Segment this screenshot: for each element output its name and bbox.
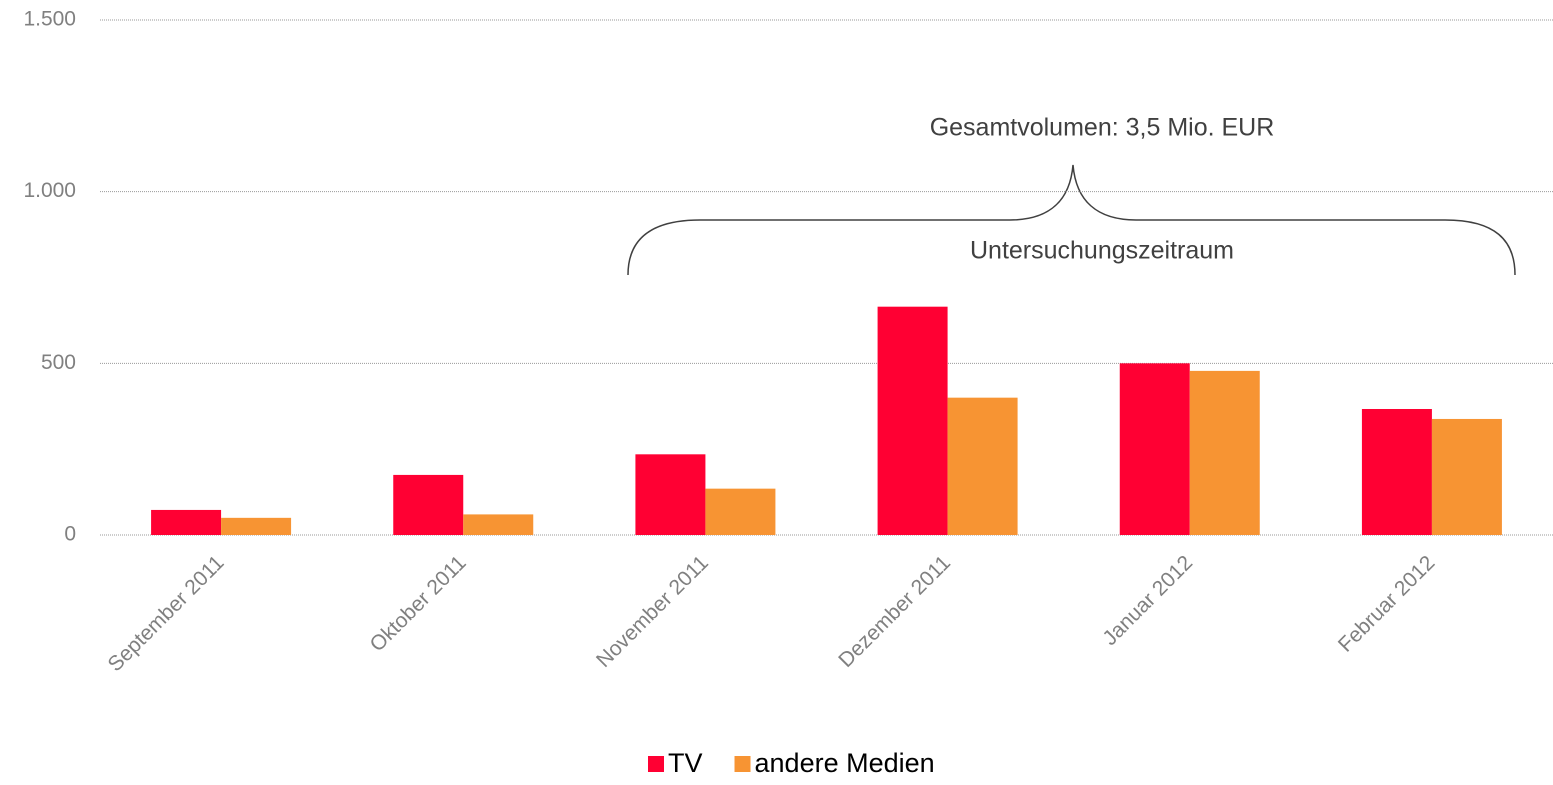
x-tick-label: Oktober 2011: [366, 551, 471, 656]
bar: [705, 488, 776, 535]
bar: [463, 514, 534, 535]
x-tick-label: September 2011: [104, 551, 229, 676]
bar: [1189, 370, 1260, 535]
bar: [947, 397, 1018, 535]
bar: [151, 509, 222, 535]
bar: [635, 454, 706, 535]
annotation: Gesamtvolumen: 3,5 Mio. EUR: [930, 114, 1275, 142]
bar: [393, 474, 464, 535]
x-tick-label: Februar 2012: [1334, 551, 1439, 656]
x-tick-label: November 2011: [592, 551, 713, 672]
bar: [1361, 408, 1432, 535]
y-tick-label: 1.000: [23, 179, 76, 202]
legend-swatch: [734, 756, 751, 772]
legend-label: andere Medien: [755, 748, 935, 778]
annotation: Untersuchungszeitraum: [970, 237, 1234, 265]
legend-swatch: [648, 756, 664, 772]
bar: [1119, 363, 1190, 535]
bar: [221, 517, 292, 535]
y-tick-label: 1.500: [23, 8, 76, 31]
legend-label: TV: [668, 748, 703, 778]
y-tick-label: 0: [64, 523, 76, 546]
y-tick-label: 500: [41, 351, 76, 374]
brace: [627, 164, 1516, 276]
bar: [877, 306, 948, 535]
x-tick-label: Januar 2012: [1098, 551, 1197, 650]
x-tick-label: Dezember 2011: [834, 551, 955, 672]
bar: [1431, 418, 1502, 535]
